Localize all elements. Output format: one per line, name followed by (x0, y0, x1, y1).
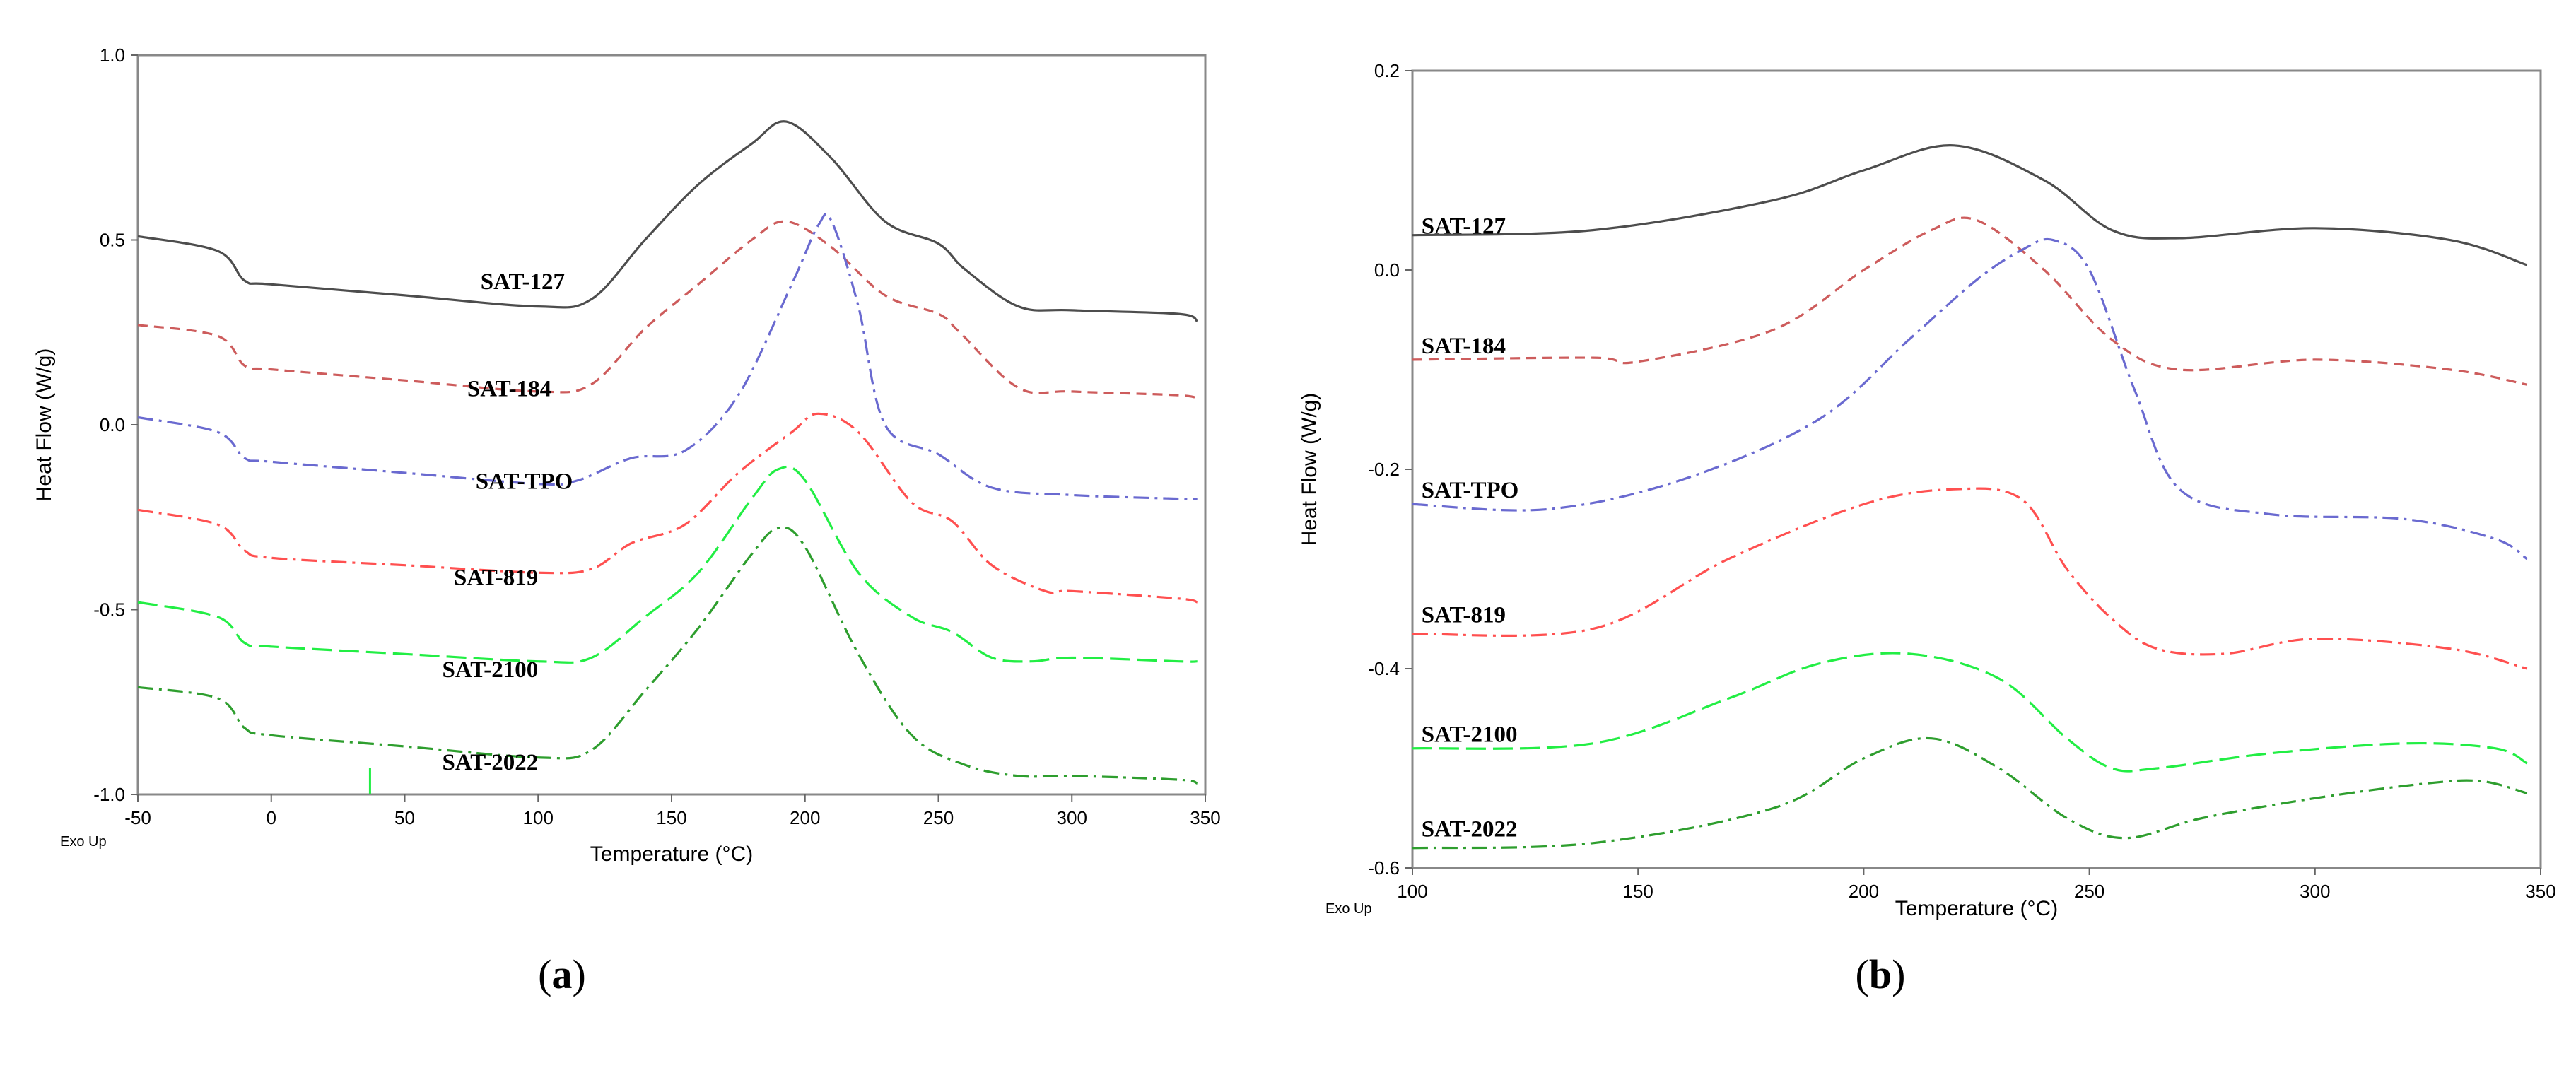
chart-a-x-axis-label: Temperature (°C) (590, 843, 753, 866)
chart-b-series-group (1412, 144, 2528, 850)
series-label-sat-184: SAT-184 (467, 377, 551, 402)
series-label-sat-2022: SAT-2022 (1422, 817, 1518, 843)
chart-b-x-axis-label: Temperature (°C) (1895, 897, 2058, 920)
y-tick-label: 0.0 (1374, 259, 1400, 281)
series-label-sat-184: SAT-184 (1422, 334, 1506, 359)
x-tick-label: 100 (1397, 881, 1427, 902)
series-label-sat-tpo: SAT-TPO (1422, 478, 1519, 503)
x-tick-label: 300 (1057, 807, 1087, 828)
series-line-sat-2100 (1412, 652, 2528, 773)
chart-a-y-axis-label: Heat Flow (W/g) (33, 348, 56, 502)
series-label-sat-819: SAT-819 (1422, 602, 1506, 628)
chart-a-series-labels: SAT-127 SAT-184 SAT-TPO SAT-819 SAT-2100 SAT-… (443, 269, 573, 775)
y-tick-label: -0.2 (1368, 459, 1400, 480)
series-label-sat-127: SAT-127 (481, 269, 565, 295)
x-tick-label: 50 (394, 807, 415, 828)
series-line-sat-819 (137, 412, 1198, 604)
x-tick-label: -50 (124, 807, 151, 828)
x-tick-label: 100 (523, 807, 554, 828)
y-tick-label: -0.5 (93, 599, 125, 621)
series-line-sat-tpo (1412, 237, 2528, 560)
y-tick-label: 1.0 (100, 45, 125, 66)
chart-b-exo-up-note: Exo Up (1325, 901, 1372, 917)
chart-panel-a: -50 0 50 100 150 200 250 300 350 1.0 0.5 0.0 -0.5 -1.… (33, 45, 1221, 997)
y-tick-label: 0.5 (100, 230, 125, 251)
series-label-sat-127: SAT-127 (1422, 214, 1506, 240)
chart-a-axis-ticks: -50 0 50 100 150 200 250 300 350 1.0 0.5 0.0 -0.5 -1.… (93, 45, 1221, 828)
series-label-sat-2100: SAT-2100 (1422, 722, 1518, 748)
y-tick-label: -1.0 (93, 784, 125, 805)
chart-b-plot-frame (1411, 69, 2542, 869)
x-tick-label: 300 (2300, 881, 2330, 902)
y-tick-label: -0.4 (1368, 658, 1400, 679)
y-tick-label: 0.2 (1374, 60, 1400, 81)
x-tick-label: 150 (1623, 881, 1653, 902)
x-tick-label: 200 (790, 807, 820, 828)
x-tick-label: 150 (656, 807, 686, 828)
chart-panel-b: 100 150 200 250 300 350 0.2 0.0 -0.2 -0.4 -0.6 SAT… (1298, 60, 2556, 997)
chart-a-plot-frame (136, 54, 1207, 796)
y-tick-label: -0.6 (1368, 857, 1400, 879)
series-label-sat-2022: SAT-2022 (443, 750, 539, 775)
panel-a-caption-letter: a (552, 951, 573, 997)
series-line-sat-127 (1412, 144, 2528, 266)
panel-b-caption-letter: b (1869, 951, 1892, 997)
panel-b-caption: (b) (1856, 951, 1906, 997)
series-line-sat-2100 (137, 465, 1198, 664)
chart-a-exo-up-note: Exo Up (60, 834, 107, 850)
series-label-sat-819: SAT-819 (454, 565, 538, 590)
x-tick-label: 250 (2074, 881, 2104, 902)
series-line-sat-tpo (137, 213, 1198, 500)
chart-b-y-axis-label: Heat Flow (W/g) (1298, 393, 1321, 546)
y-tick-label: 0.0 (100, 414, 125, 435)
chart-b-axis-ticks: 100 150 200 250 300 350 0.2 0.0 -0.2 -0.4 -0.6 (1368, 60, 2556, 902)
chart-a-series-group (137, 120, 1198, 785)
x-tick-label: 200 (1849, 881, 1879, 902)
x-tick-label: 0 (267, 807, 276, 828)
series-line-sat-127 (137, 120, 1198, 323)
series-line-sat-819 (1412, 487, 2528, 670)
x-tick-label: 350 (2525, 881, 2555, 902)
panel-a-caption: (a) (538, 951, 586, 997)
series-line-sat-2022 (137, 527, 1198, 785)
x-tick-label: 350 (1190, 807, 1220, 828)
series-label-sat-tpo: SAT-TPO (476, 469, 573, 494)
chart-b-series-labels: SAT-127 SAT-184 SAT-TPO SAT-819 SAT-2100 SAT-… (1422, 214, 1519, 843)
series-line-sat-184 (137, 220, 1198, 400)
series-label-sat-2100: SAT-2100 (443, 657, 539, 683)
series-line-sat-184 (1412, 216, 2528, 386)
x-tick-label: 250 (923, 807, 954, 828)
